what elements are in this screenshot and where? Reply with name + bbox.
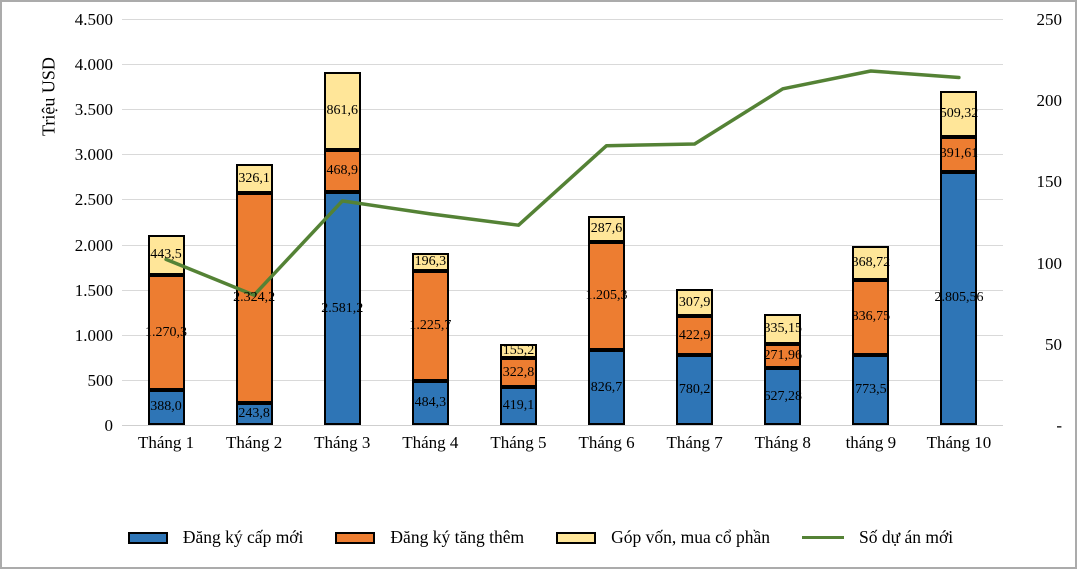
y-axis-right-tick: 50 (1045, 334, 1062, 354)
bar-value-label: 780,2 (678, 381, 711, 397)
x-axis-tick: Tháng 4 (402, 433, 459, 452)
y-axis-left-tick: 2.000 (74, 235, 113, 255)
bar-segment (411, 381, 449, 425)
bar-segment (588, 350, 626, 425)
legend-label: Đăng ký tăng thêm (390, 527, 525, 547)
bar-value-label: 155,2 (502, 343, 535, 359)
bar-segment (499, 344, 537, 359)
y-axis-left-tick: 2.500 (74, 190, 113, 210)
bar-segment (764, 343, 802, 369)
bar-segment (764, 368, 802, 425)
bar-value-label: 419,1 (502, 398, 535, 414)
legend-box-swatch (127, 531, 168, 544)
legend: Đăng ký cấp mới Đăng ký tăng thêm Góp vốn,… (2, 527, 1075, 548)
gridline (122, 64, 1003, 66)
y-axis-right-tick: - (1056, 416, 1062, 435)
x-axis-tick: Tháng 6 (578, 433, 635, 452)
bar-segment (147, 389, 185, 425)
gridline (122, 334, 1003, 336)
bar-value-label: 368,72 (851, 255, 891, 271)
bar-value-label: 826,7 (590, 379, 623, 395)
gridline (122, 109, 1003, 111)
x-axis-tick: Tháng 10 (926, 433, 992, 452)
gridline (122, 19, 1003, 20)
y-axis-left-tick: 500 (87, 370, 114, 390)
x-axis-tick: Tháng 8 (754, 433, 811, 452)
bar-value-label: 335,15 (763, 320, 803, 336)
y-axis-right-tick: 150 (1036, 172, 1063, 192)
x-axis-tick: Tháng 3 (314, 433, 371, 452)
bar-value-label: 196,3 (414, 253, 447, 269)
y-axis-left-tick: 1.500 (74, 280, 113, 300)
bar-value-label: 243,8 (238, 406, 270, 421)
x-axis-tick: tháng 9 (845, 433, 897, 452)
bar-segment (852, 355, 890, 425)
legend-item: Số dự án mới (802, 527, 953, 548)
y-axis-left-tick: 0 (104, 416, 114, 435)
x-axis-tick: Tháng 5 (490, 433, 547, 452)
bar-value-label: 773,5 (855, 382, 887, 398)
bar-value-label: 2.805,56 (934, 290, 984, 306)
bar-segment (499, 387, 537, 425)
y-axis-right-tick: 100 (1036, 253, 1063, 273)
bar-value-label: 2.581,2 (321, 300, 364, 316)
y-axis-left-tick: 4.000 (74, 55, 113, 75)
bar-value-label: 422,9 (678, 327, 711, 343)
y-axis-left-tick: 3.000 (74, 145, 113, 165)
legend-box-swatch (335, 531, 376, 544)
bar-value-label: 271,96 (763, 348, 803, 364)
bar-value-label: 1.270,3 (145, 324, 188, 340)
gridline (122, 379, 1003, 381)
gridline (122, 425, 1003, 426)
bar-segment (676, 354, 714, 425)
y-axis-right-tick: 250 (1036, 10, 1063, 29)
legend-label: Góp vốn, mua cổ phần (611, 527, 771, 547)
legend-item: Đăng ký tăng thêm (335, 527, 524, 548)
bar-value-label: 468,9 (326, 162, 359, 178)
bar-segment (499, 358, 537, 388)
bar-value-label: 391,61 (939, 146, 979, 162)
x-axis-tick: Tháng 2 (226, 433, 283, 452)
x-axis-tick: Tháng 7 (666, 433, 723, 452)
bar-value-label: 443,5 (150, 247, 182, 263)
legend-line-swatch (802, 535, 845, 540)
legend-label: Đăng ký cấp mới (182, 527, 304, 547)
bar-value-label: 322,8 (502, 364, 535, 380)
bar-value-label: 388,0 (150, 399, 182, 415)
gridline (122, 154, 1003, 156)
bar-value-label: 307,9 (678, 294, 711, 310)
bar-segment (764, 313, 802, 344)
y-axis-left-tick: 4.500 (74, 10, 113, 29)
bar-segment (235, 403, 273, 425)
bar-value-label: 287,6 (590, 220, 623, 236)
bar-value-label: 836,75 (851, 309, 891, 325)
bar-value-label: 861,6 (326, 102, 359, 118)
bar-value-label: 627,28 (763, 388, 803, 404)
legend-label: Số dự án mới (859, 527, 954, 547)
bar-value-label: 509,32 (939, 105, 979, 121)
y-axis-left-tick: 1.000 (74, 325, 113, 345)
bar-value-label: 484,3 (414, 395, 447, 411)
y-axis-left-tick: 3.500 (74, 100, 113, 120)
y-axis-right-tick: 200 (1036, 91, 1063, 111)
x-axis-tick: Tháng 1 (137, 433, 195, 452)
bar-segment (676, 316, 714, 355)
legend-item: Đăng ký cấp mới (127, 527, 304, 548)
y-axis-title: Triệu USD (38, 57, 59, 136)
legend-box-swatch (556, 531, 597, 544)
bar-value-label: 1.225,7 (409, 318, 452, 333)
legend-item: Góp vốn, mua cổ phần (556, 527, 770, 548)
